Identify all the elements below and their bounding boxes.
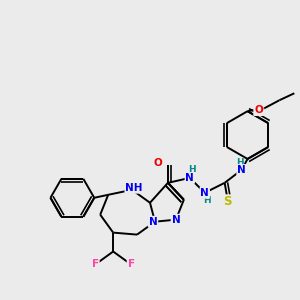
Text: N: N (148, 217, 158, 227)
Text: F: F (128, 260, 135, 269)
Text: F: F (92, 260, 99, 269)
Text: H: H (236, 158, 243, 167)
Text: H: H (188, 165, 196, 174)
Text: S: S (224, 195, 232, 208)
Text: H: H (203, 196, 211, 205)
Text: NH: NH (125, 183, 143, 193)
Text: O: O (154, 158, 162, 168)
Text: N: N (237, 165, 246, 175)
Text: N: N (172, 215, 180, 225)
Text: O: O (254, 105, 263, 115)
Text: N: N (200, 188, 209, 198)
Text: N: N (185, 173, 194, 183)
